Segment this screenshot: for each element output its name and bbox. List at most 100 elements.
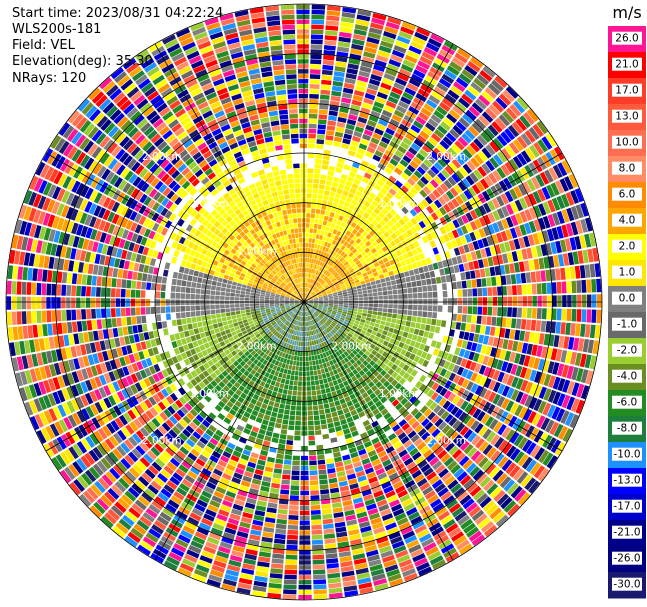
velocity-cell (456, 471, 468, 482)
velocity-cell (328, 296, 333, 299)
velocity-cell (372, 363, 380, 370)
velocity-cell (345, 230, 352, 237)
velocity-cell (253, 365, 259, 372)
velocity-cell (321, 499, 331, 505)
velocity-cell (351, 335, 357, 341)
velocity-cell (247, 373, 254, 380)
velocity-cell (455, 121, 467, 132)
velocity-cell (305, 293, 308, 298)
velocity-cell (332, 292, 338, 295)
velocity-cell (348, 307, 353, 311)
velocity-cell (265, 355, 271, 361)
velocity-cell (338, 414, 346, 421)
velocity-cell (340, 387, 347, 393)
velocity-cell (378, 259, 384, 266)
velocity-cell (380, 369, 387, 377)
velocity-cell (380, 550, 394, 559)
velocity-cell (343, 298, 349, 301)
velocity-cell (412, 36, 426, 46)
velocity-cell (541, 186, 551, 200)
velocity-cell (461, 368, 469, 378)
velocity-cell (295, 366, 299, 371)
velocity-cell (511, 251, 519, 262)
velocity-cell (296, 331, 299, 336)
velocity-cell (350, 451, 359, 459)
velocity-cell (308, 336, 312, 341)
velocity-cell (423, 265, 429, 273)
velocity-cell (367, 83, 379, 91)
velocity-cell (313, 584, 327, 590)
velocity-cell (311, 385, 316, 391)
velocity-cell (367, 289, 373, 294)
velocity-cell (371, 330, 377, 336)
velocity-cell (316, 244, 321, 250)
velocity-cell (419, 505, 431, 515)
velocity-cell (331, 336, 336, 341)
velocity-cell (413, 97, 425, 107)
velocity-cell (458, 245, 466, 255)
velocity-cell (298, 103, 308, 109)
velocity-cell (402, 155, 412, 164)
velocity-cell (323, 231, 329, 237)
velocity-cell (339, 327, 345, 332)
velocity-cell (505, 429, 516, 441)
velocity-cell (343, 269, 349, 274)
velocity-cell (444, 370, 452, 379)
velocity-cell (442, 351, 449, 360)
velocity-cell (489, 157, 500, 169)
velocity-cell (565, 267, 571, 280)
velocity-cell (364, 396, 372, 403)
velocity-cell (306, 381, 311, 386)
velocity-cell (305, 272, 308, 278)
velocity-cell (346, 400, 353, 407)
velocity-cell (410, 548, 424, 558)
velocity-cell (321, 342, 326, 348)
velocity-cell (336, 531, 348, 538)
velocity-cell (322, 518, 334, 525)
velocity-cell (331, 411, 338, 418)
velocity-cell (373, 346, 380, 352)
velocity-cell (533, 332, 540, 344)
velocity-cell (405, 276, 411, 283)
velocity-cell (315, 213, 320, 219)
velocity-cell (427, 264, 434, 271)
velocity-cell (260, 485, 270, 492)
velocity-cell (199, 332, 206, 339)
velocity-cell (425, 42, 440, 53)
velocity-cell (304, 302, 306, 307)
velocity-cell (293, 380, 298, 386)
velocity-cell (387, 123, 398, 132)
velocity-cell (448, 211, 456, 221)
velocity-cell (331, 90, 342, 97)
velocity-cell (363, 212, 370, 219)
velocity-cell (218, 509, 230, 517)
velocity-cell (307, 295, 312, 299)
velocity-cell (214, 328, 220, 334)
velocity-cell (277, 448, 285, 455)
velocity-cell (416, 179, 426, 189)
velocity-cell (387, 308, 393, 313)
velocity-cell (268, 497, 279, 504)
velocity-cell (307, 253, 311, 258)
velocity-cell (328, 299, 334, 302)
velocity-cell (365, 226, 372, 234)
velocity-cell (529, 383, 538, 396)
velocity-cell (326, 558, 339, 564)
velocity-cell (478, 365, 487, 375)
velocity-cell (353, 402, 361, 409)
velocity-cell (372, 12, 387, 21)
velocity-cell (327, 5, 341, 12)
velocity-cell (391, 114, 402, 123)
velocity-cell (366, 388, 374, 396)
velocity-cell (378, 384, 386, 392)
velocity-cell (295, 315, 299, 320)
velocity-cell (367, 119, 377, 128)
velocity-cell (433, 530, 447, 541)
velocity-cell (343, 428, 351, 435)
velocity-cell (254, 575, 268, 583)
velocity-cell (308, 302, 314, 305)
velocity-cell (313, 313, 317, 318)
velocity-cell (290, 323, 294, 329)
velocity-cell (344, 212, 351, 219)
velocity-cell (298, 321, 301, 326)
